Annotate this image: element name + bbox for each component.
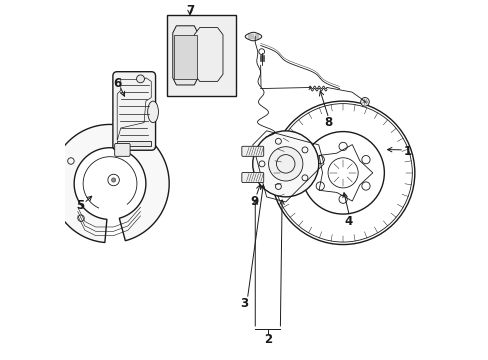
Polygon shape	[117, 140, 151, 146]
Circle shape	[136, 75, 144, 83]
Circle shape	[252, 131, 318, 197]
FancyBboxPatch shape	[113, 72, 155, 150]
Polygon shape	[174, 35, 196, 78]
Text: 7: 7	[185, 4, 194, 17]
Text: 5: 5	[76, 199, 84, 212]
FancyBboxPatch shape	[115, 143, 130, 156]
Ellipse shape	[147, 101, 158, 123]
Polygon shape	[245, 32, 261, 41]
FancyBboxPatch shape	[242, 146, 263, 156]
Polygon shape	[172, 26, 198, 85]
Bar	[167, 15, 235, 96]
Text: 8: 8	[324, 116, 332, 129]
Text: 9: 9	[250, 195, 258, 208]
Text: 4: 4	[344, 215, 352, 228]
FancyBboxPatch shape	[242, 172, 263, 183]
Text: 6: 6	[113, 77, 121, 90]
Text: 1: 1	[403, 145, 411, 158]
Circle shape	[360, 98, 368, 106]
Circle shape	[111, 178, 116, 182]
Polygon shape	[51, 125, 169, 243]
Text: 3: 3	[240, 297, 248, 310]
Circle shape	[268, 147, 302, 181]
Polygon shape	[194, 28, 223, 81]
Text: 2: 2	[263, 333, 271, 346]
